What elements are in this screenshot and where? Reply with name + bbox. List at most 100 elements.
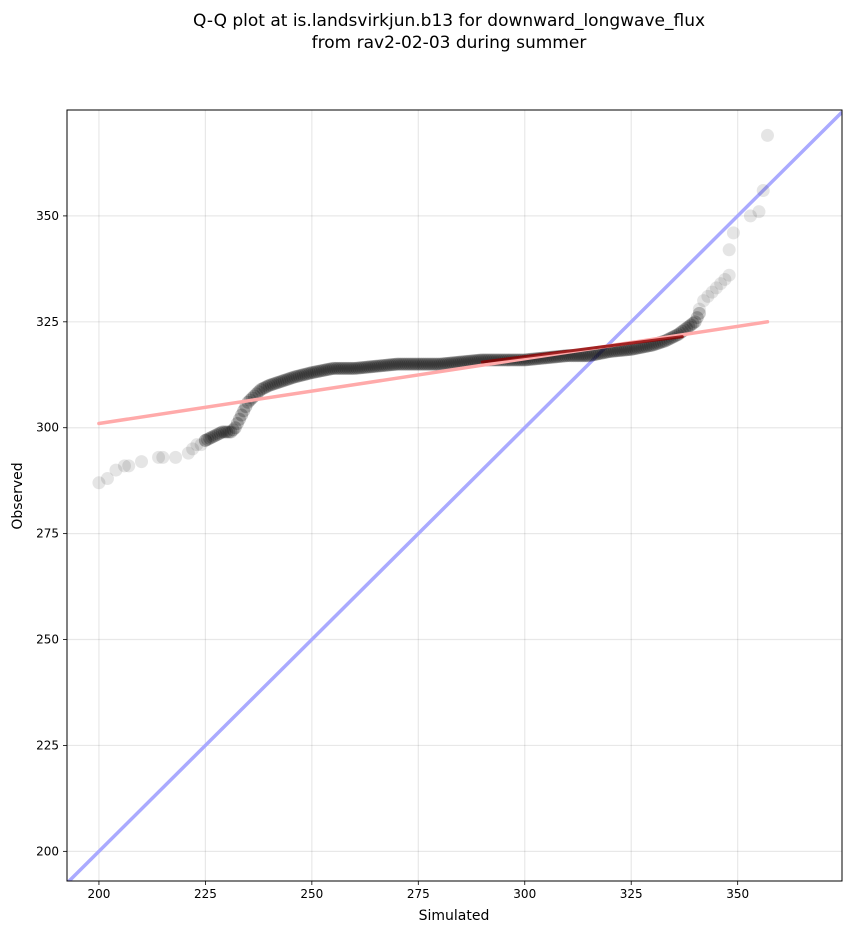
qq-point xyxy=(458,355,472,369)
y-tick-label: 250 xyxy=(36,633,59,647)
qq-point xyxy=(324,362,338,376)
qq-point xyxy=(286,371,300,385)
qq-point xyxy=(288,370,302,384)
qq-point xyxy=(456,355,470,369)
y-tick-label: 225 xyxy=(36,738,59,752)
qq-point xyxy=(100,472,114,486)
qq-point xyxy=(294,368,308,382)
qq-point xyxy=(379,358,393,372)
qq-point xyxy=(631,341,645,355)
qq-point xyxy=(364,360,378,374)
qq-point xyxy=(330,361,344,375)
qq-point xyxy=(152,450,166,464)
qq-point xyxy=(273,375,287,389)
qq-point xyxy=(92,476,106,490)
qq-point xyxy=(352,361,366,375)
qq-point xyxy=(375,359,389,373)
qq-point xyxy=(452,355,466,369)
qq-point xyxy=(279,373,293,387)
qq-point xyxy=(181,446,195,460)
qq-point xyxy=(441,356,455,370)
qq-point xyxy=(211,427,225,441)
x-tick-label: 250 xyxy=(300,887,323,901)
qq-point xyxy=(722,243,736,257)
qq-point xyxy=(392,357,406,371)
qq-point xyxy=(315,364,329,378)
qq-point xyxy=(692,306,706,320)
grid xyxy=(67,110,842,881)
qq-point xyxy=(360,360,374,374)
x-tick-label: 225 xyxy=(194,887,217,901)
qq-point xyxy=(690,311,704,325)
qq-point xyxy=(326,361,340,375)
qq-point xyxy=(307,365,321,379)
qq-point xyxy=(345,361,359,375)
qq-point xyxy=(722,268,736,282)
qq-point xyxy=(258,380,272,394)
y-tick-label: 200 xyxy=(36,844,59,858)
qq-point xyxy=(435,357,449,371)
qq-point xyxy=(235,408,249,422)
qq-point xyxy=(201,432,215,446)
qq-point xyxy=(684,318,698,332)
qq-point xyxy=(594,346,608,360)
qq-point xyxy=(343,361,357,375)
chart-title-line-2: from rav2-02-03 during summer xyxy=(312,33,587,53)
qq-point xyxy=(448,356,461,370)
qq-point xyxy=(422,357,436,371)
qq-point xyxy=(358,360,372,374)
qq-point xyxy=(267,377,281,391)
qq-point xyxy=(290,369,304,383)
qq-point xyxy=(705,285,719,299)
qq-point xyxy=(260,379,274,393)
qq-point xyxy=(601,345,615,359)
qq-point xyxy=(232,412,246,426)
qq-point xyxy=(377,358,391,372)
qq-point xyxy=(607,344,621,358)
qq-point xyxy=(437,357,451,371)
qq-point xyxy=(194,438,208,452)
qq-point xyxy=(249,387,263,401)
qq-point xyxy=(597,346,611,360)
qq-point xyxy=(337,361,351,375)
qq-point xyxy=(469,354,483,368)
qq-point xyxy=(335,361,349,375)
qq-point xyxy=(347,361,361,375)
qq-point xyxy=(390,357,404,371)
qq-point xyxy=(281,372,295,386)
identity-line xyxy=(67,110,842,881)
qq-point xyxy=(605,344,619,358)
qq-point xyxy=(381,358,395,372)
qq-point xyxy=(407,357,421,371)
x-tick-label: 200 xyxy=(87,887,110,901)
qq-point xyxy=(230,416,244,430)
qq-point xyxy=(311,364,325,378)
qq-point xyxy=(328,361,342,375)
qq-point xyxy=(450,355,464,369)
qq-point xyxy=(292,369,306,383)
qq-point xyxy=(341,361,355,375)
qq-point xyxy=(220,425,234,439)
qq-point xyxy=(224,425,238,439)
x-tick-label: 325 xyxy=(620,887,643,901)
qq-point xyxy=(356,361,370,375)
qq-point xyxy=(284,371,298,385)
x-axis-label: Simulated xyxy=(419,908,490,924)
qq-point xyxy=(403,357,417,371)
qq-point xyxy=(416,357,430,371)
qq-point xyxy=(445,356,459,370)
qq-point xyxy=(303,366,317,380)
qq-point xyxy=(686,316,700,330)
qq-point xyxy=(271,376,285,390)
qq-point xyxy=(264,378,278,392)
qq-point xyxy=(580,349,594,363)
qq-point xyxy=(409,357,423,371)
qq-point xyxy=(269,376,283,390)
qq-point xyxy=(388,357,402,371)
qq-point xyxy=(420,357,434,371)
qq-point xyxy=(252,385,266,399)
qq-point xyxy=(616,343,630,357)
qq-point xyxy=(222,425,236,439)
qq-point xyxy=(635,340,649,354)
